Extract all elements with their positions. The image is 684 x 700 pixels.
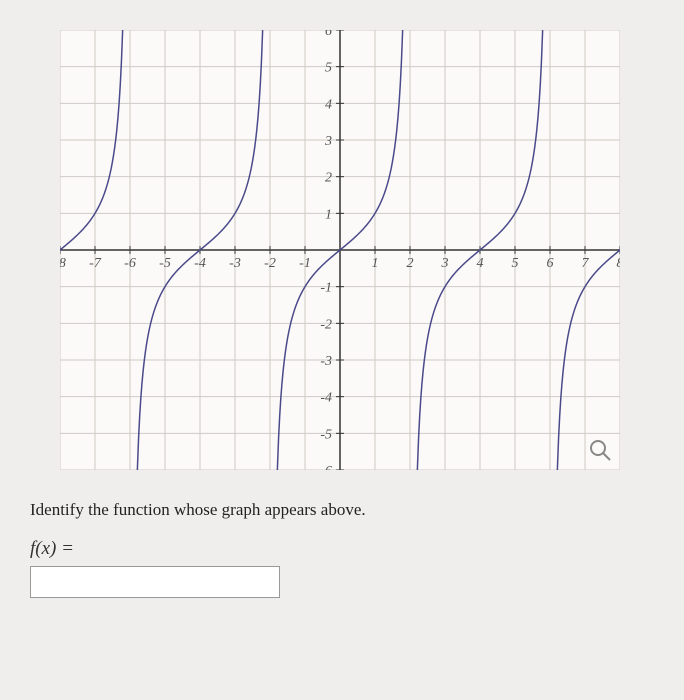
svg-text:-1: -1: [299, 256, 311, 271]
plot-svg: -8 -7 -6 -5 -4 -3 -2 -1 1 2 3 4 5 6 7 8 -6 -5 -4 -3 -2 -1 1 2 3 4…: [60, 30, 620, 470]
svg-text:-2: -2: [320, 317, 332, 332]
svg-text:4: 4: [325, 97, 332, 112]
fx-var: x: [42, 538, 50, 559]
svg-text:7: 7: [582, 256, 590, 271]
svg-text:-7: -7: [89, 256, 102, 271]
svg-text:-3: -3: [320, 354, 332, 369]
svg-text:-1: -1: [320, 281, 332, 296]
svg-text:1: 1: [325, 207, 332, 222]
svg-text:-6: -6: [320, 464, 332, 470]
svg-text:3: 3: [324, 134, 332, 149]
svg-text:5: 5: [325, 61, 332, 76]
answer-input[interactable]: [30, 566, 280, 598]
fx-f: f: [30, 538, 35, 559]
svg-text:-3: -3: [229, 256, 241, 271]
svg-text:-5: -5: [159, 256, 171, 271]
svg-text:2: 2: [325, 171, 332, 186]
svg-text:2: 2: [407, 256, 414, 271]
svg-text:6: 6: [325, 30, 332, 39]
svg-text:8: 8: [617, 256, 621, 271]
fx-eq: =: [56, 538, 74, 559]
svg-text:-6: -6: [124, 256, 136, 271]
svg-text:-4: -4: [194, 256, 206, 271]
svg-text:-2: -2: [264, 256, 276, 271]
svg-text:6: 6: [547, 256, 554, 271]
fx-label: f(x) =: [30, 538, 654, 560]
svg-text:-5: -5: [320, 427, 332, 442]
svg-text:-4: -4: [320, 391, 332, 406]
svg-text:-8: -8: [60, 256, 66, 271]
svg-text:5: 5: [512, 256, 519, 271]
graph-plot: -8 -7 -6 -5 -4 -3 -2 -1 1 2 3 4 5 6 7 8 -6 -5 -4 -3 -2 -1 1 2 3 4…: [60, 30, 620, 470]
svg-text:4: 4: [477, 256, 484, 271]
svg-text:3: 3: [441, 256, 449, 271]
svg-text:1: 1: [372, 256, 379, 271]
question-text: Identify the function whose graph appear…: [30, 500, 654, 520]
